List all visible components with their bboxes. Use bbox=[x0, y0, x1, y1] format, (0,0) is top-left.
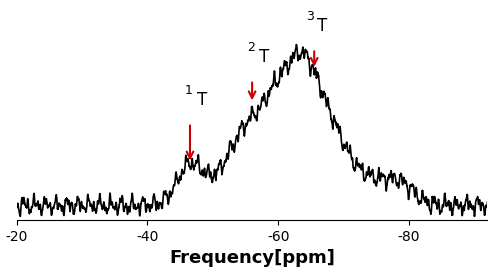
Text: 1: 1 bbox=[185, 84, 193, 97]
Text: T: T bbox=[317, 17, 328, 35]
Text: T: T bbox=[197, 91, 207, 109]
Text: 2: 2 bbox=[247, 41, 255, 54]
Text: 3: 3 bbox=[306, 10, 314, 23]
X-axis label: Frequency[ppm]: Frequency[ppm] bbox=[169, 250, 335, 268]
Text: T: T bbox=[259, 48, 269, 66]
